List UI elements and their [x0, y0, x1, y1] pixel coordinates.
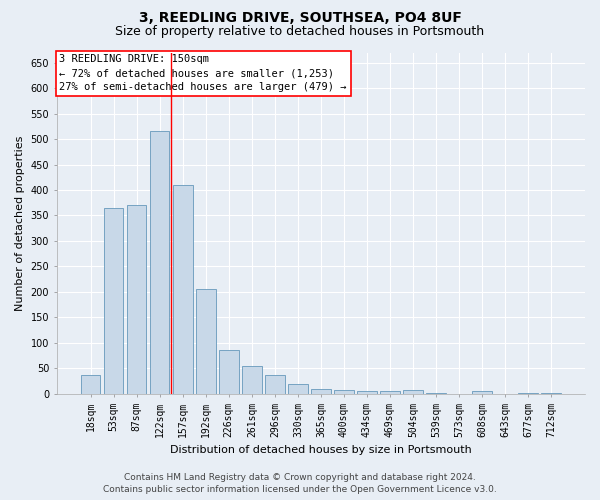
Bar	[81, 375, 100, 394]
Bar	[426, 393, 446, 394]
Bar	[104, 208, 124, 394]
Bar	[334, 390, 354, 394]
Bar	[127, 206, 146, 394]
Bar	[311, 388, 331, 394]
X-axis label: Distribution of detached houses by size in Portsmouth: Distribution of detached houses by size …	[170, 445, 472, 455]
Bar	[265, 375, 284, 394]
Bar	[173, 185, 193, 394]
Text: 3 REEDLING DRIVE: 150sqm
← 72% of detached houses are smaller (1,253)
27% of sem: 3 REEDLING DRIVE: 150sqm ← 72% of detach…	[59, 54, 347, 92]
Bar	[518, 393, 538, 394]
Bar	[242, 366, 262, 394]
Bar	[472, 391, 492, 394]
Text: 3, REEDLING DRIVE, SOUTHSEA, PO4 8UF: 3, REEDLING DRIVE, SOUTHSEA, PO4 8UF	[139, 12, 461, 26]
Text: Size of property relative to detached houses in Portsmouth: Size of property relative to detached ho…	[115, 25, 485, 38]
Bar	[219, 350, 239, 394]
Bar	[403, 390, 423, 394]
Bar	[357, 391, 377, 394]
Bar	[380, 391, 400, 394]
Text: Contains HM Land Registry data © Crown copyright and database right 2024.
Contai: Contains HM Land Registry data © Crown c…	[103, 472, 497, 494]
Bar	[288, 384, 308, 394]
Bar	[196, 290, 215, 394]
Bar	[150, 132, 169, 394]
Y-axis label: Number of detached properties: Number of detached properties	[15, 136, 25, 311]
Bar	[541, 393, 561, 394]
